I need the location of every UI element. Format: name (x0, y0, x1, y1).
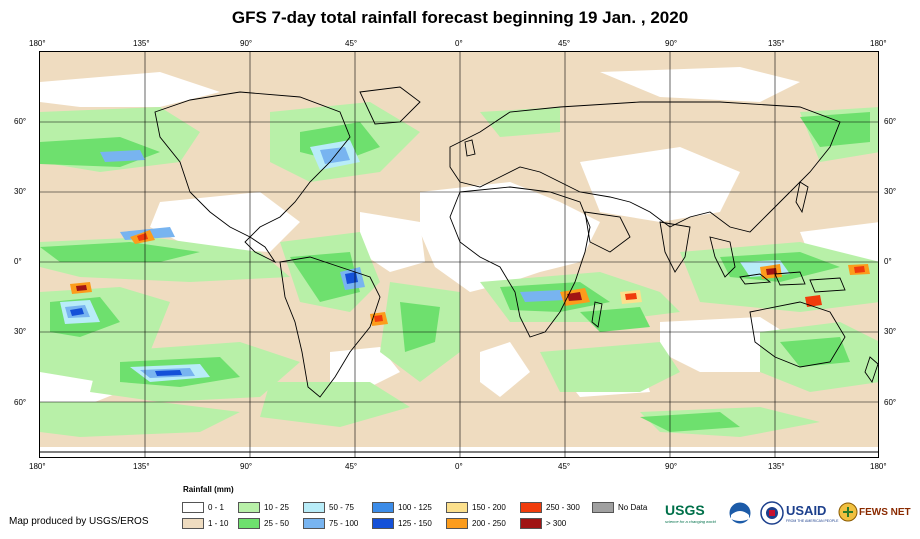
lat-tick-right: 30° (884, 327, 897, 336)
legend-item: 10 - 25 (238, 501, 289, 513)
lat-tick-right: 0° (884, 257, 892, 266)
usaid-logo-text: USAID (786, 503, 826, 518)
legend-item: 50 - 75 (303, 501, 354, 513)
lon-tick-bottom: 180° (29, 462, 46, 471)
legend-label: 0 - 1 (208, 502, 225, 512)
fews-net-logo-text: FEWS NET (859, 507, 911, 518)
legend-label: 200 - 250 (472, 518, 506, 528)
legend-swatch (592, 501, 614, 513)
lon-tick-bottom: 0° (455, 462, 463, 471)
lon-tick-bottom: 45° (558, 462, 571, 471)
legend-item: 250 - 300 (520, 501, 580, 513)
legend-label: 125 - 150 (398, 518, 432, 528)
lon-tick-bottom: 90° (665, 462, 678, 471)
lon-tick-top: 180° (870, 39, 887, 48)
legend-item: 75 - 100 (303, 517, 358, 529)
lat-tick-left: 60° (14, 398, 27, 407)
legend-label: 1 - 10 (208, 518, 229, 528)
lat-tick-left: 30° (14, 187, 27, 196)
lon-tick-top: 180° (29, 39, 46, 48)
lon-tick-top: 135° (768, 39, 785, 48)
lon-tick-bottom: 135° (768, 462, 785, 471)
legend-swatch (446, 517, 468, 529)
usgs-logo-text: USGS (665, 502, 705, 518)
usaid-logo-tagline: FROM THE AMERICAN PEOPLE (786, 519, 839, 523)
legend-swatch (182, 517, 204, 529)
legend-item: > 300 (520, 517, 566, 529)
lat-tick-left: 0° (14, 257, 22, 266)
lat-tick-right: 60° (884, 117, 897, 126)
usgs-logo-tagline: science for a changing world (665, 519, 716, 524)
legend-label: > 300 (546, 518, 567, 528)
lon-tick-top: 45° (345, 39, 358, 48)
graticule (40, 52, 878, 457)
legend-swatch (303, 501, 325, 513)
legend-swatch (372, 517, 394, 529)
lat-tick-left: 30° (14, 327, 27, 336)
legend-swatch (520, 501, 542, 513)
legend-label: 100 - 125 (398, 502, 432, 512)
usgs-logo: USGS science for a changing world (665, 502, 716, 524)
legend-label: 25 - 50 (264, 518, 289, 528)
legend-label: 150 - 200 (472, 502, 506, 512)
usaid-logo: USAID FROM THE AMERICAN PEOPLE (786, 503, 839, 523)
legend-swatch (446, 501, 468, 513)
lon-tick-bottom: 90° (240, 462, 253, 471)
legend-item: No Data (592, 501, 647, 513)
legend-label: 250 - 300 (546, 502, 580, 512)
legend-swatch (520, 517, 542, 529)
lat-tick-left: 60° (14, 117, 27, 126)
rain-hotspots (70, 230, 870, 326)
legend-swatch (372, 501, 394, 513)
lon-tick-top: 0° (455, 39, 463, 48)
lon-tick-bottom: 135° (133, 462, 150, 471)
map-title: GFS 7-day total rainfall forecast beginn… (231, 8, 689, 27)
legend-item: 150 - 200 (446, 501, 506, 513)
rainfall-map[interactable] (39, 51, 879, 458)
legend-item: 125 - 150 (372, 517, 432, 529)
legend-label: 50 - 75 (329, 502, 354, 512)
legend-swatch (182, 501, 204, 513)
lon-tick-top: 90° (240, 39, 253, 48)
legend-label: No Data (618, 502, 648, 512)
lat-tick-right: 60° (884, 398, 897, 407)
lon-tick-bottom: 45° (345, 462, 358, 471)
continent-outlines (40, 86, 878, 453)
fews-net-logo: FEWS NET (838, 502, 911, 522)
legend-item: 1 - 10 (182, 517, 228, 529)
legend-swatch (238, 517, 260, 529)
lon-tick-top: 135° (133, 39, 150, 48)
noaa-logo (728, 501, 752, 525)
legend-item: 200 - 250 (446, 517, 506, 529)
lon-tick-top: 45° (558, 39, 571, 48)
lon-tick-bottom: 180° (870, 462, 887, 471)
usaid-seal-icon (760, 501, 784, 525)
legend-item: 100 - 125 (372, 501, 432, 513)
lon-tick-top: 90° (665, 39, 678, 48)
legend-item: 25 - 50 (238, 517, 289, 529)
legend-item: 0 - 1 (182, 501, 224, 513)
credit-text: Map produced by USGS/EROS (9, 516, 149, 527)
legend-swatch (238, 501, 260, 513)
legend-label: 75 - 100 (329, 518, 359, 528)
lat-tick-right: 30° (884, 187, 897, 196)
rainfall-map-svg (40, 52, 878, 457)
legend-swatch (303, 517, 325, 529)
legend-label: 10 - 25 (264, 502, 289, 512)
legend-title: Rainfall (mm) (183, 485, 234, 494)
